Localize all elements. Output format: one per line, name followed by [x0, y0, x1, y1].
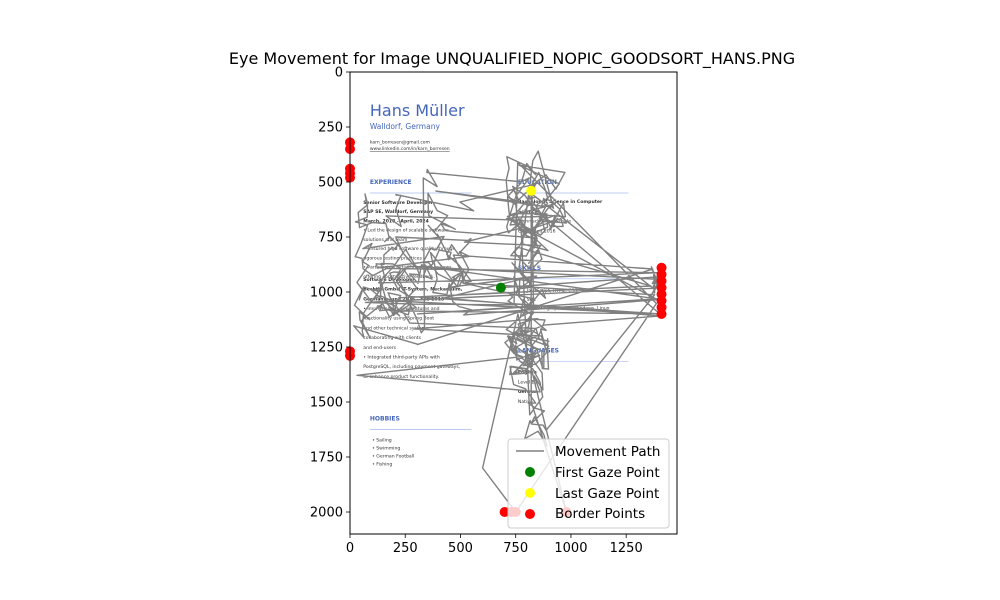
x-tick-label: 250 [393, 541, 418, 556]
chart-title: Eye Movement for Image UNQUALIFIED_NOPIC… [229, 49, 795, 69]
resume-email: karn_borresen@gmail.com [370, 140, 430, 146]
legend-first-gaze-label: First Gaze Point [555, 465, 660, 481]
resume-hobby-item: • Swimming [372, 446, 400, 452]
resume-hobby-item: • Sailing [372, 438, 392, 444]
resume-experience-line: March, 2018 - April, 2024 [363, 218, 429, 224]
x-tick-label: 1000 [554, 541, 587, 556]
resume-experience-line: Germany, June 2016 - Feb 2018 [363, 296, 444, 302]
border-point [656, 309, 667, 319]
resume-linkedin: www.linkedin.com/in/karn_borresen [370, 146, 450, 152]
legend-last-gaze-label: Last Gaze Point [555, 486, 659, 502]
resume-heading-experience: EXPERIENCE [370, 179, 412, 186]
axis-ticks: 0 250 500 750 1000 1250 0 250 500 750 1000 1250 1500… [310, 66, 643, 557]
legend: Movement Path First Gaze Point Last Gaze… [507, 438, 670, 529]
resume-experience-line: Bechtle GmbH IT-System, Neckarsulm, [363, 287, 462, 293]
axes-frame [349, 71, 678, 535]
resume-heading-languages: LANGUAGES [518, 348, 559, 355]
resume-experience-line: and end-users [363, 345, 396, 351]
y-tick-label: 2000 [310, 506, 343, 521]
resume-education-line: Bachelor of Science in Computer [518, 199, 603, 205]
resume-experience-line: • Integrated third-party APIs with [363, 354, 440, 360]
y-tick-label: 1500 [310, 396, 343, 411]
y-tick-label: 0 [335, 66, 343, 81]
movement-path [353, 150, 663, 513]
resume-experience-line: to enhance product functionality. [363, 374, 439, 380]
legend-box [507, 438, 670, 529]
resume-experience-line: SAP SE, Walldorf, Germany [363, 209, 433, 215]
resume-hobby-item: • German Football [372, 453, 414, 459]
legend-movement-path-label: Movement Path [555, 444, 660, 460]
resume-experience-line: • Led the design of scalable software [363, 228, 449, 234]
movement-path-line [353, 150, 663, 513]
resume-experience-line: and other technical systems [363, 325, 429, 331]
x-tick-label: 1250 [610, 541, 643, 556]
first-gaze-point [495, 282, 506, 293]
y-tick-label: 1750 [310, 451, 343, 466]
resume-hobby-item: • Fishing [372, 461, 392, 467]
legend-border-points-label: Border Points [555, 506, 645, 522]
resume-experience-line: offering constructive feedback. [363, 274, 435, 280]
resume-experience-line: • Ensured high software quality through [363, 246, 455, 252]
resume-experience-line: • Participated actively in code reviews, [363, 265, 453, 271]
resume-name: Hans Müller [370, 101, 465, 120]
resume-experience-line: collaborating with clients [363, 335, 421, 341]
resume-experience-line: • Implemented new features and [363, 306, 439, 312]
resume-heading-hobbies: HOBBIES [370, 416, 400, 423]
x-tick-label: 750 [503, 541, 528, 556]
x-tick-label: 0 [346, 541, 354, 556]
legend-border-points-swatch [525, 509, 535, 519]
legend-last-gaze-swatch [525, 488, 535, 498]
y-tick-label: 250 [318, 121, 343, 136]
last-gaze-point [526, 185, 537, 196]
resume-experience-line: functionality using Spring Boot [363, 316, 434, 322]
x-tick-label: 500 [448, 541, 473, 556]
resume-education-line: Science [518, 209, 538, 215]
y-tick-label: 750 [318, 231, 343, 246]
y-tick-label: 500 [318, 176, 343, 191]
y-tick-label: 1000 [310, 286, 343, 301]
resume-language-line: Native [518, 399, 533, 405]
y-tick-label: 1250 [310, 341, 343, 356]
resume-experience-line: Software Developer [363, 277, 415, 283]
legend-first-gaze-swatch [525, 467, 535, 477]
resume-experience-line: PostgreSQL, including payment gateways, [363, 364, 460, 370]
resume-location: Walldorf, Germany [370, 122, 441, 131]
resume-experience-line: rigorous testing practices [363, 255, 422, 261]
